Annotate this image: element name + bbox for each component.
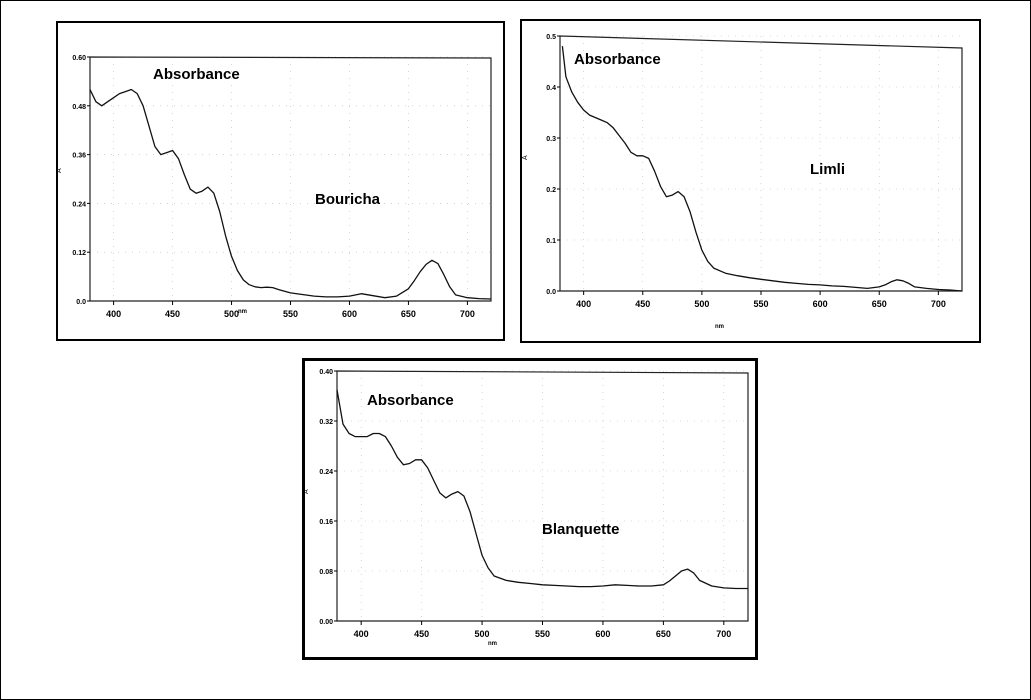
- x-tick-label: 400: [354, 629, 369, 639]
- x-tick-label: 650: [872, 299, 887, 309]
- y-tick-label: 0.36: [72, 153, 86, 160]
- x-tick-label: 450: [635, 299, 650, 309]
- x-tick-label: 550: [753, 299, 768, 309]
- x-tick-label: 450: [165, 309, 180, 319]
- y-axis-label: A: [58, 168, 63, 173]
- absorbance-label: Absorbance: [153, 66, 240, 83]
- series-line-0: [336, 389, 748, 590]
- chart-panel-limli: 400 450 500 550 600 650 700 0.0 0.1 0.2 0.3 0.4 0.5 A…: [520, 19, 981, 343]
- x-tick-label: 600: [813, 299, 828, 309]
- x-tick-label: 600: [595, 629, 610, 639]
- y-tick-label: 0.1: [546, 238, 556, 245]
- x-tick-label: 500: [224, 309, 239, 319]
- x-tick-label: 500: [475, 629, 490, 639]
- sample-name-label: Limli: [810, 161, 845, 178]
- x-tick-label: 500: [694, 299, 709, 309]
- absorbance-label: Absorbance: [574, 51, 661, 68]
- series-line-0: [89, 88, 492, 300]
- y-tick-label: 0.3: [546, 136, 556, 143]
- y-tick-label: 0.60: [72, 55, 86, 62]
- y-axis-label: A: [305, 489, 310, 494]
- x-tick-label: 650: [656, 629, 671, 639]
- chart-panel-blanquette: 400 450 500 550 600 650 700 0.00 0.08 0.16 0.24 0.3…: [302, 358, 758, 660]
- x-tick-label: 650: [401, 309, 416, 319]
- x-tick-label: 550: [283, 309, 298, 319]
- y-tick-label: 0.0: [76, 299, 86, 306]
- grid: [560, 35, 962, 292]
- chart-limli: 400 450 500 550 600 650 700 0.0 0.1 0.2 0.3 0.4 0.5 A…: [522, 34, 963, 330]
- x-tick-label: 600: [342, 309, 357, 319]
- y-axis-label: A: [522, 155, 529, 160]
- x-tick-label: 700: [931, 299, 946, 309]
- y-tick-label: 0.12: [72, 250, 86, 257]
- x-unit-label: nm: [488, 641, 497, 647]
- y-tick-label: 0.24: [72, 201, 86, 208]
- sample-name-label: Blanquette: [542, 521, 620, 538]
- plot-frame: [559, 35, 963, 292]
- x-tick-label: 700: [716, 629, 731, 639]
- chart-blanquette: 400 450 500 550 600 650 700 0.00 0.08 0.16 0.24 0.3…: [305, 369, 749, 647]
- x-tick-label: 700: [460, 309, 475, 319]
- x-unit-label: nm: [715, 324, 724, 330]
- plot-frame: [89, 56, 492, 302]
- x-unit-label: nm: [238, 309, 247, 315]
- chart-bouricha: 400 450 500 550 600 650 700 0.0 0.12 0.24 0.36 0.48…: [58, 55, 492, 319]
- y-tick-label: 0.4: [546, 85, 556, 92]
- y-tick-label: 0.08: [319, 569, 333, 576]
- absorbance-label: Absorbance: [367, 392, 454, 409]
- plot-frame: [336, 370, 749, 622]
- series-line-0: [561, 46, 963, 292]
- x-tick-label: 450: [414, 629, 429, 639]
- y-tick-label: 0.0: [546, 289, 556, 296]
- x-tick-label: 550: [535, 629, 550, 639]
- chart-panel-bouricha: 400 450 500 550 600 650 700 0.0 0.12 0.24 0.36 0.48…: [56, 21, 505, 341]
- y-tick-label: 0.40: [319, 369, 333, 376]
- grid: [90, 56, 491, 302]
- y-tick-label: 0.5: [546, 34, 556, 41]
- y-tick-label: 0.32: [319, 419, 333, 426]
- y-tick-label: 0.00: [319, 619, 333, 626]
- sample-name-label: Bouricha: [315, 191, 381, 208]
- y-tick-label: 0.48: [72, 104, 86, 111]
- x-tick-label: 400: [106, 309, 121, 319]
- y-tick-label: 0.16: [319, 519, 333, 526]
- y-tick-label: 0.24: [319, 469, 333, 476]
- x-tick-label: 400: [576, 299, 591, 309]
- y-tick-label: 0.2: [546, 187, 556, 194]
